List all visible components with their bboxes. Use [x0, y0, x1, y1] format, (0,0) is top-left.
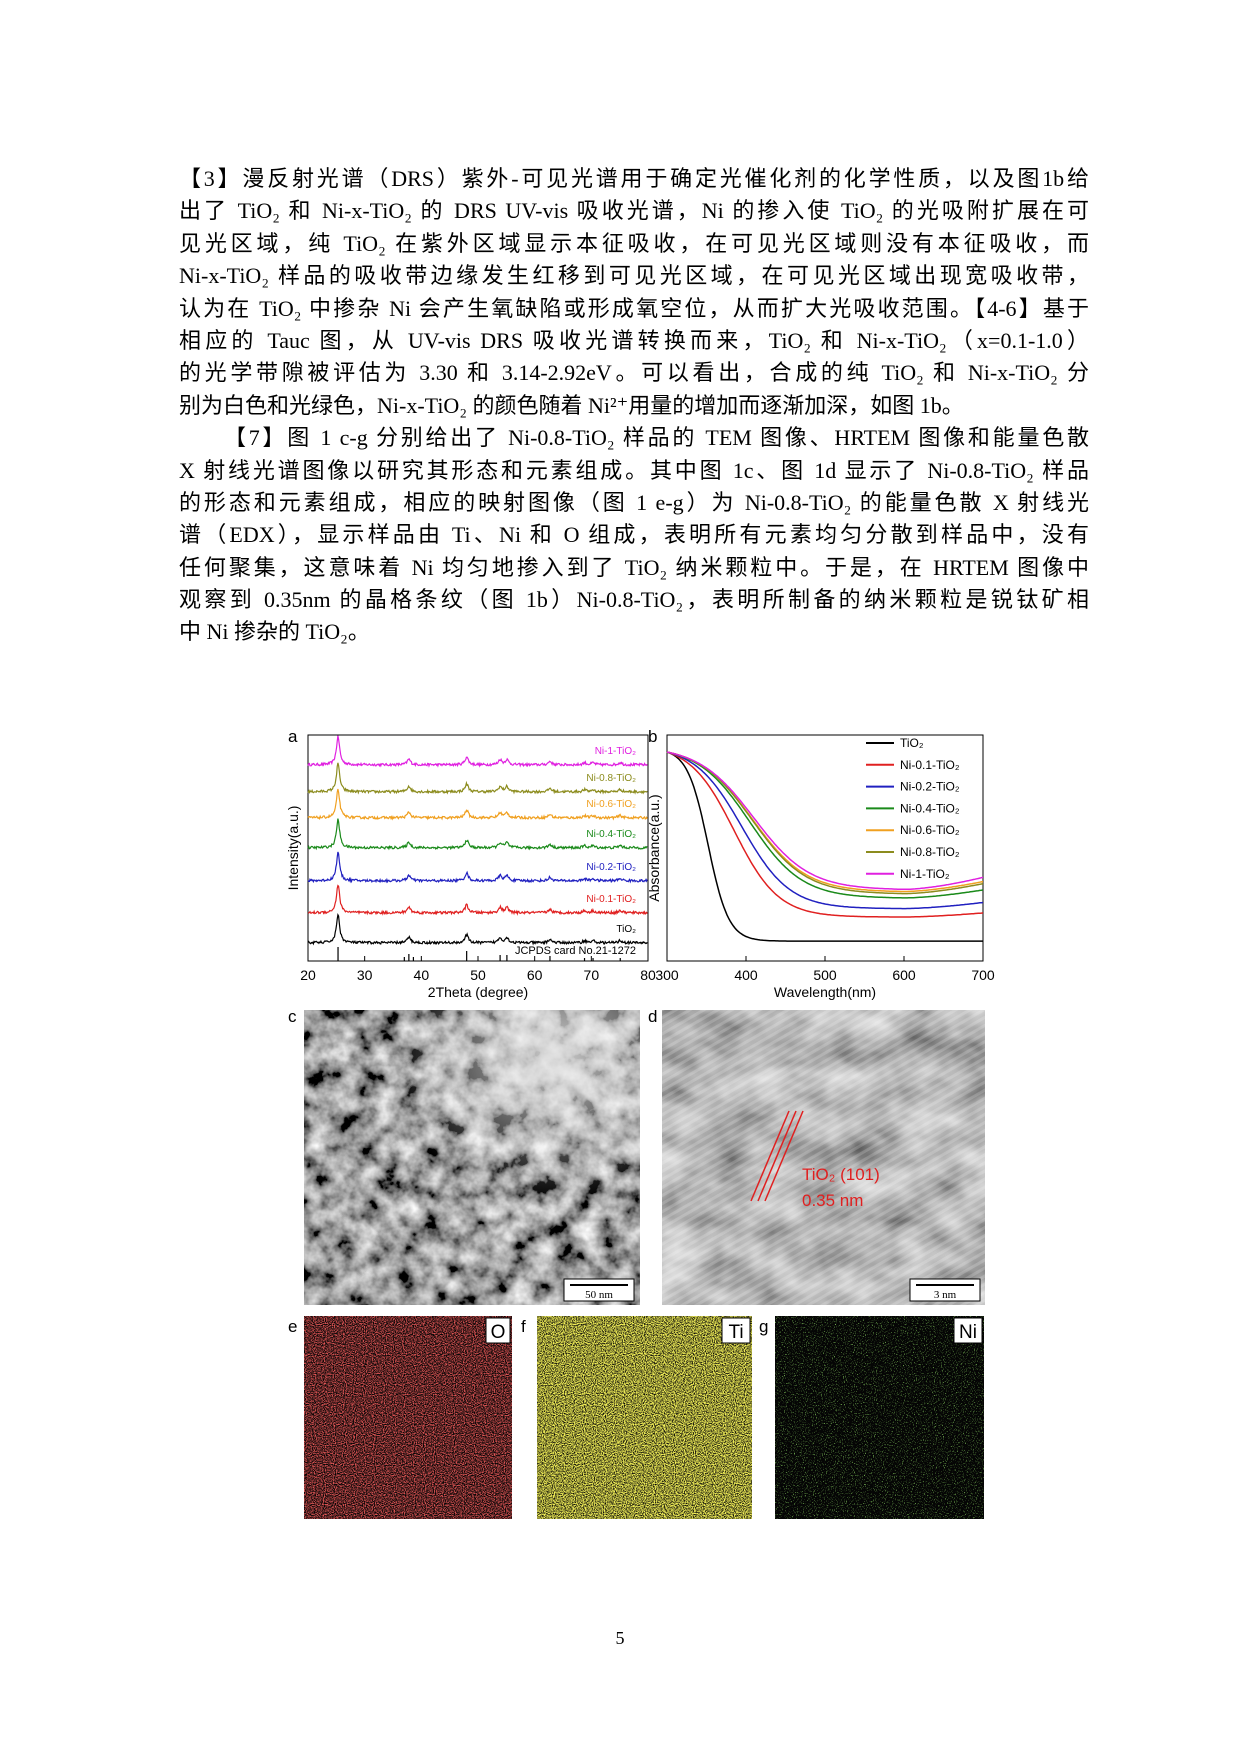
element-box [485, 1317, 511, 1344]
absorbance-curve [666, 751, 984, 910]
fringe-marker [757, 1110, 797, 1202]
scale-label: 50 nm [585, 1289, 613, 1301]
text-line: 别为白色和光绿色，Ni-x-TiO₂ 的颜色随着 Ni²⁺用量的增加而逐渐加深，… [179, 392, 964, 418]
element-map [775, 1316, 984, 1519]
tem-glow [304, 1010, 640, 1305]
text-line: 认为在 TiO₂ 中掺杂 Ni 会产生氧缺陷或形成氧空位，从而扩大光吸收范围。【… [179, 295, 1089, 321]
x-tick-label: 70 [584, 967, 600, 983]
element-map [537, 1316, 752, 1519]
y-axis-label: Intensity(a.u.) [285, 806, 301, 891]
panel-letter: g [759, 1317, 768, 1336]
reference-label: JCPDS card No.21-1272 [515, 945, 636, 957]
text-line: 相应的 Tauc 图，从 UV-vis DRS 吸收光谱转换而来，TiO₂ 和 … [179, 327, 1089, 353]
element-label: Ni [959, 1322, 977, 1343]
curve-label: Ni-0.6-TiO₂ [586, 799, 636, 810]
curve-label: Ni-0.4-TiO₂ [586, 829, 636, 840]
fringe-marker [750, 1110, 790, 1202]
x-tick-label: 60 [527, 967, 543, 983]
legend-label: Ni-0.4-TiO₂ [900, 801, 960, 815]
legend-label: Ni-0.2-TiO₂ [900, 780, 960, 794]
legend-label: TiO₂ [900, 736, 924, 750]
text-line: 【7】图 1 c-g 分别给出了 Ni-0.8-TiO₂ 样品的 TEM 图像、… [224, 425, 1089, 451]
text-line: 谱（EDX），显示样品由 Ti、Ni 和 O 组成，表明所有元素均匀分散到样品中… [179, 522, 1089, 548]
text-line: 见光区域，纯 TiO₂ 在紫外区域显示本征吸收，在可见光区域则没有本征吸收，而 [179, 230, 1089, 256]
curve-label: Ni-0.1-TiO₂ [586, 894, 636, 905]
legend-label: Ni-1-TiO₂ [900, 867, 950, 881]
x-tick-label: 40 [414, 967, 430, 983]
text-line: 中 Ni 掺杂的 TiO₂。 [179, 619, 370, 645]
xrd-curve [307, 788, 648, 821]
element-box [953, 1317, 983, 1344]
absorbance-curve [666, 751, 984, 918]
xrd-curve [307, 912, 648, 946]
legend-label: Ni-0.6-TiO₂ [900, 823, 960, 837]
curve-label: Ni-1-TiO₂ [595, 746, 636, 757]
element-label: Ti [728, 1322, 743, 1343]
x-tick-label: 700 [971, 967, 995, 983]
x-tick-label: 20 [300, 967, 316, 983]
fringe-annotation: 0.35 nm [802, 1191, 863, 1210]
x-axis-label: Wavelength(nm) [774, 984, 876, 1000]
element-label: O [491, 1322, 506, 1343]
absorbance-curve [666, 751, 983, 942]
absorbance-curve [666, 751, 984, 899]
x-tick-label: 600 [892, 967, 916, 983]
absorbance-curve [666, 751, 984, 895]
body-text: 【3】漫反射光谱（DRS）紫外-可见光谱用于确定光催化剂的化学性质，以及图1b给… [179, 163, 1089, 649]
text-line: 的形态和元素组成，相应的映射图像（图 1 e-g）为 Ni-0.8-TiO₂ 的… [179, 489, 1089, 515]
fringe-marker [764, 1110, 804, 1202]
text-line: 任何聚集，这意味着 Ni 均匀地掺入到了 TiO₂ 纳米颗粒中。于是，在 HRT… [179, 554, 1089, 580]
lattice-fringes [662, 1010, 985, 1305]
fringe-annotation: TiO₂ (101) [802, 1165, 880, 1184]
xrd-curve [307, 762, 648, 795]
x-axis-label: 2Theta (degree) [428, 984, 528, 1000]
panel-letter: f [521, 1317, 526, 1336]
text-line: 出了 TiO₂ 和 Ni-x-TiO₂ 的 DRS UV-vis 吸收光谱，Ni… [179, 198, 1089, 224]
text-line: 的光学带隙被评估为 3.30 和 3.14-2.92eV。可以看出，合成的纯 T… [179, 360, 1089, 386]
legend-label: Ni-0.8-TiO₂ [900, 845, 960, 859]
y-axis-label: Absorbance(a.u.) [646, 794, 662, 901]
x-tick-label: 500 [813, 967, 837, 983]
xrd-curve [307, 851, 648, 884]
x-tick-label: 30 [357, 967, 373, 983]
element-box [721, 1317, 751, 1344]
curve-label: Ni-0.8-TiO₂ [586, 773, 636, 784]
legend-label: Ni-0.1-TiO₂ [900, 758, 960, 772]
xrd-curve [307, 735, 648, 768]
page-number: 5 [615, 1628, 625, 1648]
absorbance-curve [666, 751, 984, 891]
x-tick-label: 80 [640, 967, 656, 983]
text-line: 【3】漫反射光谱（DRS）紫外-可见光谱用于确定光催化剂的化学性质，以及图1b给 [179, 166, 1089, 191]
xrd-curve [307, 884, 648, 916]
text-line: Ni-x-TiO₂ 样品的吸收带边缘发生红移到可见光区域，在可见光区域出现宽吸收… [179, 263, 1089, 289]
panel-letter: e [288, 1317, 297, 1336]
panel-letter: a [288, 727, 298, 746]
text-line: 观察到 0.35nm 的晶格条纹（图 1b）Ni-0.8-TiO₂，表明所制备的… [179, 587, 1089, 613]
text-line: X 射线光谱图像以研究其形态和元素组成。其中图 1c、图 1d 显示了 Ni-0… [179, 457, 1089, 483]
x-tick-label: 50 [470, 967, 486, 983]
x-tick-label: 300 [655, 967, 679, 983]
panel-letter: b [648, 727, 657, 746]
scale-label: 3 nm [934, 1289, 957, 1301]
curve-label: TiO₂ [616, 924, 636, 935]
element-map [304, 1316, 512, 1519]
panel-letter: c [288, 1007, 297, 1026]
xrd-curve [307, 818, 648, 851]
x-tick-label: 400 [734, 967, 758, 983]
panel-letter: d [648, 1007, 657, 1026]
curve-label: Ni-0.2-TiO₂ [586, 862, 636, 873]
